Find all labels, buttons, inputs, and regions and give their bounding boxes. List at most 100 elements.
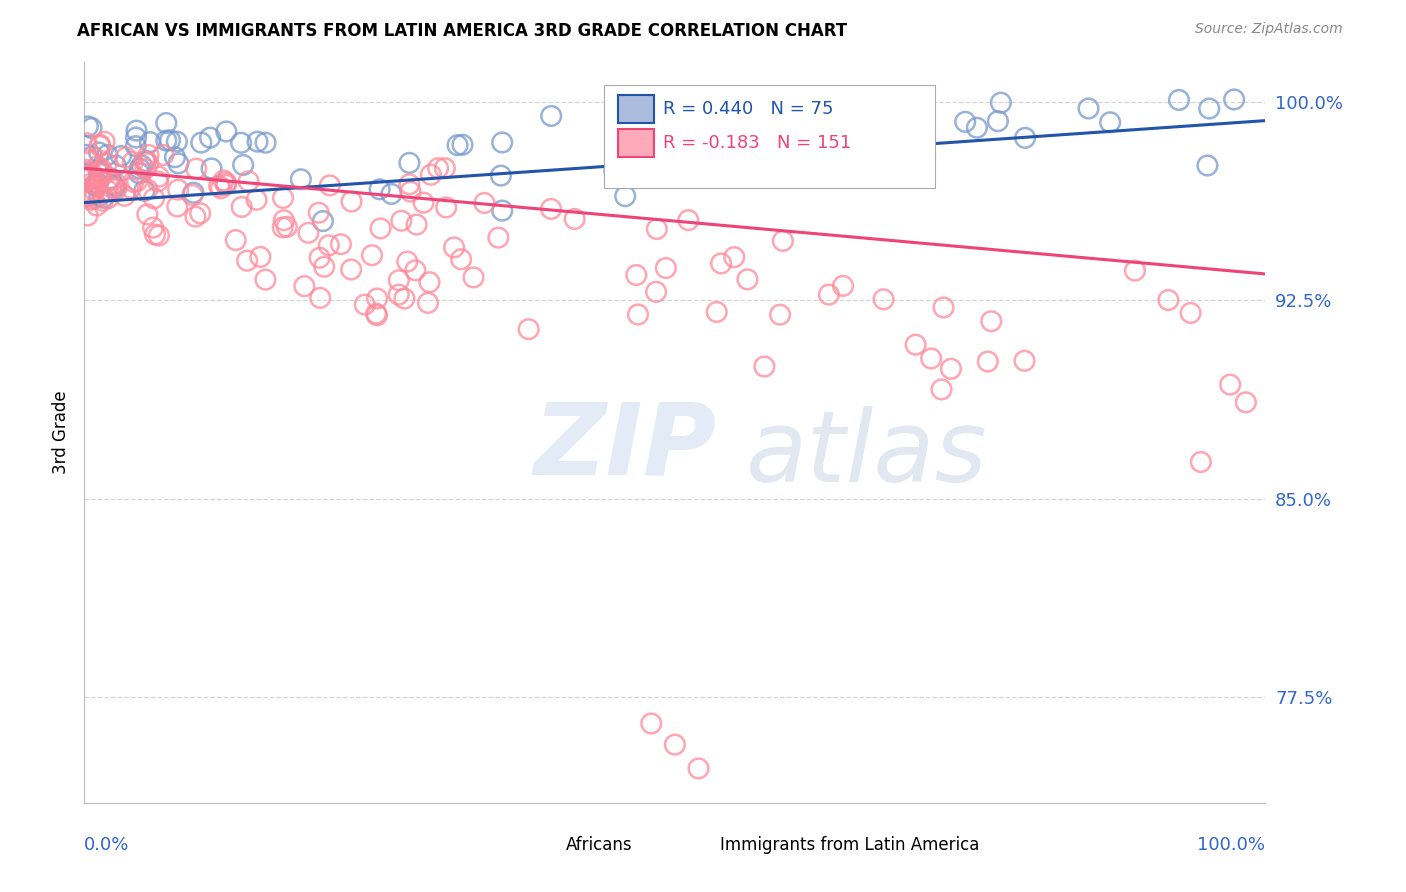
Point: [932, 301, 955, 315]
Point: [396, 254, 419, 268]
Point: [655, 260, 678, 275]
Point: [89, 137, 111, 152]
Point: [93, 135, 115, 149]
Point: [167, 183, 190, 197]
Point: [76, 136, 98, 151]
Point: [366, 307, 388, 321]
Point: [146, 174, 169, 188]
Point: [86, 198, 108, 212]
Point: [134, 161, 156, 176]
Point: [76, 209, 98, 223]
Point: [114, 188, 136, 202]
Text: R = 0.440   N = 75: R = 0.440 N = 75: [664, 100, 834, 118]
Text: 100.0%: 100.0%: [1198, 836, 1265, 855]
Point: [273, 213, 295, 227]
Point: [114, 151, 136, 165]
Point: [271, 220, 294, 235]
Point: [186, 161, 208, 176]
Point: [225, 233, 247, 247]
Point: [754, 359, 776, 374]
Text: atlas: atlas: [745, 407, 987, 503]
Point: [370, 221, 392, 235]
Point: [292, 279, 315, 293]
Point: [1180, 306, 1202, 320]
Point: [125, 139, 148, 153]
Point: [84, 178, 107, 192]
Point: [340, 262, 363, 277]
Point: [80, 193, 103, 207]
Point: [231, 200, 253, 214]
Point: [416, 296, 439, 310]
Point: [904, 337, 927, 351]
Point: [229, 136, 252, 150]
Point: [818, 287, 841, 301]
Point: [361, 248, 384, 262]
Point: [183, 186, 205, 200]
Point: [80, 149, 103, 163]
Point: [97, 184, 120, 198]
Point: [388, 287, 411, 301]
Point: [643, 93, 665, 107]
Point: [80, 187, 103, 202]
Point: [97, 191, 120, 205]
Point: [215, 176, 238, 190]
Point: [125, 130, 148, 145]
Point: [626, 268, 648, 282]
Point: [87, 163, 110, 178]
Point: [290, 172, 312, 186]
Text: ZIP: ZIP: [533, 399, 716, 496]
Point: [184, 210, 207, 224]
Point: [1157, 293, 1180, 307]
Point: [90, 164, 112, 178]
Point: [139, 135, 162, 149]
Point: [517, 322, 540, 336]
Point: [166, 135, 188, 149]
Point: [329, 237, 352, 252]
Point: [540, 109, 562, 123]
Point: [907, 163, 929, 178]
Point: [314, 260, 336, 274]
Point: [167, 156, 190, 170]
Point: [91, 194, 114, 208]
Point: [627, 308, 650, 322]
Point: [90, 162, 112, 177]
Point: [688, 761, 710, 775]
FancyBboxPatch shape: [522, 829, 557, 858]
Point: [911, 145, 934, 160]
Text: R = -0.183   N = 151: R = -0.183 N = 151: [664, 134, 851, 153]
Point: [77, 186, 100, 201]
Point: [398, 156, 420, 170]
Point: [209, 181, 232, 195]
Point: [388, 273, 411, 287]
Point: [1223, 93, 1246, 107]
Point: [427, 161, 450, 176]
Point: [872, 293, 894, 307]
Point: [706, 305, 728, 319]
Point: [389, 213, 412, 227]
Point: [931, 383, 953, 397]
Point: [80, 120, 103, 135]
Point: [640, 153, 662, 168]
Point: [603, 164, 626, 178]
Point: [122, 175, 145, 189]
Point: [772, 234, 794, 248]
Text: 0.0%: 0.0%: [84, 836, 129, 855]
Point: [678, 213, 700, 227]
Point: [340, 194, 363, 209]
Point: [1168, 93, 1191, 107]
Point: [977, 354, 1000, 368]
Point: [987, 114, 1010, 128]
Point: [710, 256, 733, 270]
Point: [689, 142, 711, 156]
Point: [308, 251, 330, 265]
Point: [236, 253, 259, 268]
Y-axis label: 3rd Grade: 3rd Grade: [52, 391, 70, 475]
Point: [138, 156, 160, 170]
FancyBboxPatch shape: [675, 829, 710, 858]
Point: [80, 177, 103, 191]
Point: [297, 226, 319, 240]
Point: [394, 292, 416, 306]
Point: [1198, 102, 1220, 116]
Point: [125, 123, 148, 137]
Point: [87, 145, 110, 160]
